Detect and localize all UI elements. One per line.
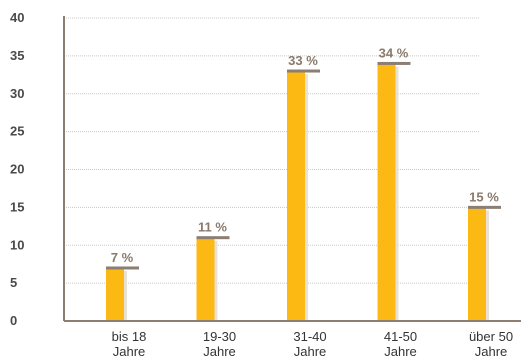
y-tick-label: 15: [10, 199, 24, 214]
y-tick-label: 20: [10, 162, 24, 177]
bar: [106, 267, 124, 321]
y-tick-label: 30: [10, 86, 24, 101]
bar-cap: [287, 69, 320, 73]
y-tick-label: 5: [10, 275, 17, 290]
y-tick-label: 35: [10, 48, 24, 63]
category-label: 31-40 Jahre: [293, 329, 326, 359]
data-label: 7 %: [111, 250, 134, 265]
data-label: 34 %: [379, 45, 409, 60]
axes: [63, 16, 521, 322]
y-tick-label: 25: [10, 124, 24, 139]
category-label: bis 18 Jahre: [112, 329, 147, 359]
bar-cap: [106, 266, 139, 270]
bar: [196, 237, 215, 321]
category-label: 41-50 Jahre: [384, 329, 417, 359]
y-tick-label: 10: [10, 237, 24, 252]
bar-cap: [468, 205, 501, 209]
data-label: 11 %: [198, 220, 227, 235]
y-axis-ticks: 0 5 10 15 20 25 30 35 40: [10, 10, 24, 328]
bar: [468, 207, 486, 321]
bars: [106, 61, 501, 322]
data-label: 33 %: [288, 53, 318, 68]
data-label: 15 %: [469, 189, 499, 204]
category-label: über 50 Jahre: [469, 329, 513, 359]
bar: [377, 63, 396, 321]
grid-lines: [64, 17, 480, 284]
bar-cap: [196, 236, 230, 240]
category-label: 19-30 Jahre: [203, 329, 236, 359]
data-labels: 7 % 11 % 33 % 34 % 15 %: [111, 45, 499, 265]
category-labels: bis 18 Jahre 19-30 Jahre 31-40 Jahre 41-50 Jahr…: [112, 329, 513, 359]
y-tick-label: 40: [10, 10, 24, 25]
y-tick-label: 0: [10, 313, 17, 328]
bar: [287, 71, 305, 322]
bar-cap: [377, 61, 411, 65]
